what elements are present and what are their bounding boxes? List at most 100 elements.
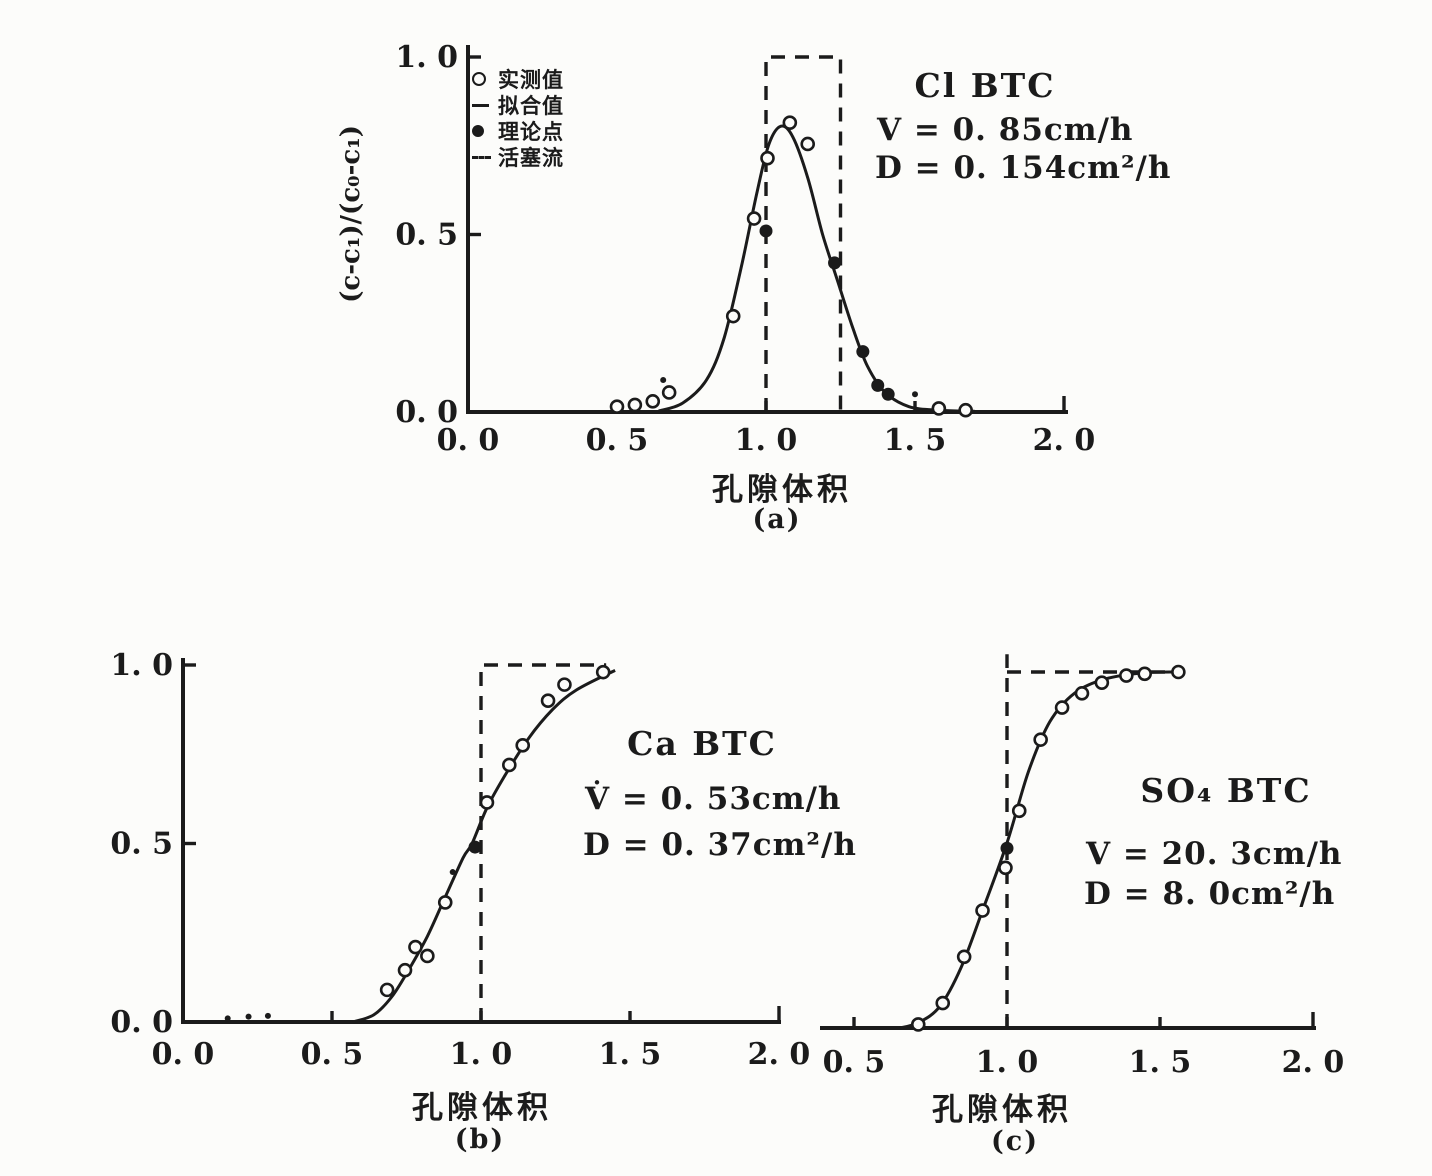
legend-item-piston: 活塞流: [472, 144, 564, 170]
legend-item-measured: 实测值: [472, 66, 564, 92]
measured-point-marker: [557, 677, 572, 692]
measured-point-marker: [627, 397, 643, 413]
measured-point-marker: [800, 136, 816, 152]
chart-a-dispersion-annotation: D = 0. 154cm²/h: [875, 150, 1172, 186]
measured-point-marker: [746, 211, 762, 226]
legend-label: 实测值: [498, 67, 564, 92]
theory-point-marker: [1000, 841, 1014, 855]
legend-label: 拟合值: [498, 93, 564, 118]
x-tick-label: 2. 0: [1033, 423, 1096, 458]
measured-point-marker: [437, 895, 453, 910]
measured-point-marker: [1033, 732, 1048, 747]
chart-a-panel-tag: (a): [752, 504, 802, 535]
chart-b-x-axis-title: 孔隙体积: [412, 1090, 552, 1126]
measured-point-marker: [661, 385, 677, 400]
x-tick-label: 0. 5: [586, 423, 649, 458]
measured-point-marker: [645, 394, 661, 409]
measured-point-marker: [1171, 664, 1186, 680]
measured-point-marker: [782, 115, 798, 130]
measured-point-marker: [910, 1017, 926, 1032]
y-tick-label: 0. 0: [110, 1005, 173, 1040]
measured-point-marker: [515, 738, 531, 753]
solid-line-icon: [472, 103, 498, 107]
measured-point-marker: [502, 757, 517, 773]
y-tick-label: 0. 5: [110, 827, 173, 862]
chart-c-measured-points: [910, 664, 1186, 1032]
measured-point-marker: [595, 664, 611, 680]
chart-b-title: Ca BTC: [627, 724, 777, 763]
chart-b-piston-flow-line: [479, 663, 607, 1022]
legend-label: 理论点: [498, 119, 564, 144]
measured-point-marker: [479, 795, 495, 810]
chart-a: 0. 0 0. 5 1. 0 1. 5 2. 0 0. 0 0. 5 1. 0: [395, 40, 1095, 458]
x-tick-label: 1. 0: [450, 1037, 513, 1072]
open-circle-icon: [472, 72, 498, 86]
legend-label: 活塞流: [498, 145, 564, 170]
chart-c-piston-flow-line: [1005, 654, 1179, 1028]
y-tick-label: 1. 0: [110, 648, 173, 683]
y-axis-label-a: (c-c₁)/(c₀-c₁): [336, 125, 366, 303]
theory-point-marker: [759, 224, 773, 238]
chart-b-small-marks: [224, 869, 456, 1022]
small-dot-marker: [660, 377, 667, 384]
chart-c-panel-tag: (c): [991, 1126, 1039, 1157]
chart-c-title: SO₄ BTC: [1140, 771, 1312, 810]
chart-b-tick-labels: 0. 0 0. 5 1. 0 1. 5 2. 0 0. 0 0. 5 1. 0: [110, 648, 810, 1072]
chart-b-measured-points: [379, 664, 611, 998]
chart-a-title: Cl BTC: [914, 66, 1056, 105]
small-dot-marker: [264, 1012, 271, 1019]
chart-a-measured-points: [609, 115, 973, 418]
small-dot-marker: [912, 391, 918, 398]
chart-c: 0. 5 1. 0 1. 5 2. 0: [820, 654, 1344, 1080]
measured-point-marker: [760, 150, 775, 166]
x-tick-label: 1. 5: [599, 1037, 662, 1072]
small-dot-marker: [449, 869, 456, 876]
small-dot-marker: [224, 1015, 231, 1022]
filled-circle-icon: [472, 125, 498, 137]
chart-c-dispersion-annotation: D = 8. 0cm²/h: [1084, 876, 1336, 912]
x-tick-label: 1. 5: [1129, 1045, 1192, 1080]
chart-a-x-axis-title: 孔隙体积: [712, 472, 852, 508]
x-tick-label: 0. 5: [301, 1037, 364, 1072]
measured-point-marker: [975, 903, 990, 918]
chart-c-velocity-annotation: V = 20. 3cm/h: [1086, 836, 1343, 872]
legend-item-theory: 理论点: [472, 118, 564, 144]
chart-c-theory-points: [1000, 841, 1014, 855]
measured-point-marker: [958, 402, 973, 418]
dashed-line-icon: [472, 155, 498, 159]
theory-point-marker: [856, 345, 870, 359]
small-dot-marker: [245, 1013, 252, 1020]
chart-a-tick-labels: 0. 0 0. 5 1. 0 1. 5 2. 0 0. 0 0. 5 1. 0: [395, 40, 1095, 458]
x-tick-label: 1. 0: [976, 1045, 1039, 1080]
measured-point-marker: [420, 948, 435, 964]
chart-c-x-axis-title: 孔隙体积: [932, 1092, 1072, 1128]
measured-point-marker: [609, 399, 625, 414]
measured-point-marker: [1094, 675, 1110, 690]
chart-a-small-marks: [660, 377, 918, 398]
measured-point-marker: [397, 962, 413, 978]
measured-point-marker: [956, 949, 972, 965]
theory-point-marker: [828, 256, 842, 270]
x-tick-label: 1. 0: [735, 423, 798, 458]
x-tick-label: 0. 0: [152, 1037, 215, 1072]
theory-point-marker: [468, 840, 482, 854]
chart-b-velocity-annotation: V̇ = 0. 53cm/h: [585, 781, 842, 817]
measured-point-marker: [379, 982, 395, 998]
y-tick-label: 0. 5: [395, 218, 458, 253]
chart-a-piston-flow-line: [764, 55, 843, 412]
measured-point-marker: [935, 995, 951, 1011]
measured-point-marker: [931, 401, 947, 416]
measured-point-marker: [408, 939, 423, 955]
y-tick-label: 0. 0: [395, 395, 458, 430]
measured-point-marker: [1137, 666, 1152, 682]
theory-point-marker: [871, 378, 885, 392]
x-tick-label: 1. 5: [884, 423, 947, 458]
legend: 实测值 拟合值 理论点 活塞流: [472, 66, 564, 170]
chart-b-panel-tag: (b): [454, 1124, 506, 1155]
measured-point-marker: [998, 860, 1013, 876]
x-tick-label: 0. 5: [823, 1045, 886, 1080]
measured-point-marker: [1054, 700, 1070, 715]
measured-point-marker: [1011, 803, 1027, 819]
